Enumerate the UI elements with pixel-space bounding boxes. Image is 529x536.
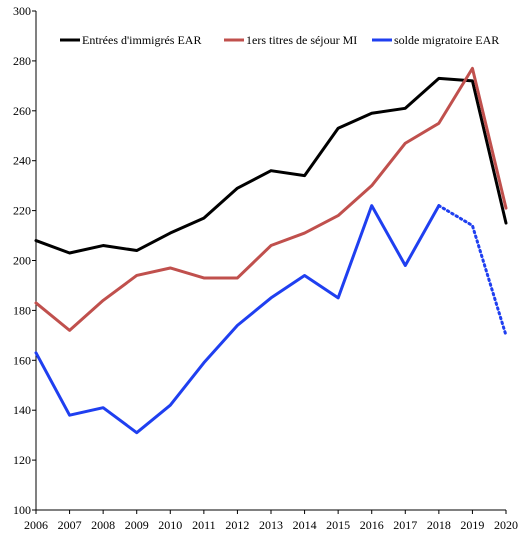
- y-tick-label: 180: [13, 303, 31, 317]
- series-3: [34, 204, 508, 435]
- y-tick-label: 260: [13, 104, 31, 118]
- x-tick-label: 2012: [225, 518, 249, 532]
- x-tick-label: 2008: [91, 518, 115, 532]
- series-line: [34, 76, 508, 255]
- x-tick-label: 2009: [125, 518, 149, 532]
- y-tick-label: 280: [13, 54, 31, 68]
- series-lines: [34, 66, 508, 435]
- axes: [32, 10, 507, 514]
- y-tick-label: 140: [13, 403, 31, 417]
- series-1: [34, 76, 508, 255]
- legend-item: Entrées d'immigrés EAR: [60, 33, 201, 47]
- y-tick-label: 200: [13, 254, 31, 268]
- y-tick-label: 220: [13, 204, 31, 218]
- x-tick-labels: 2006 2007 2008 2009 2010 2011 2012 2013 2014 2015…: [24, 518, 518, 532]
- legend-label: 1ers titres de séjour MI: [246, 33, 357, 47]
- x-tick-label: 2018: [427, 518, 451, 532]
- series-2: [34, 66, 508, 332]
- y-tick-label: 240: [13, 154, 31, 168]
- y-tick-label: 300: [13, 4, 31, 18]
- x-tick-label: 2006: [24, 518, 48, 532]
- y-tick-labels: 100 120 140 160 180 200 220 240 260 280 300: [13, 4, 31, 517]
- legend-item: solde migratoire EAR: [372, 33, 499, 47]
- x-tick-label: 2020: [494, 518, 518, 532]
- y-tick-label: 100: [13, 503, 31, 517]
- x-tick-label: 2013: [259, 518, 283, 532]
- legend-label: solde migratoire EAR: [394, 33, 499, 47]
- series-line: [34, 66, 508, 332]
- x-tick-label: 2011: [192, 518, 216, 532]
- x-tick-label: 2015: [326, 518, 350, 532]
- series-line: [34, 204, 441, 435]
- x-tick-label: 2019: [460, 518, 484, 532]
- y-tick-label: 120: [13, 453, 31, 467]
- series-line-dotted: [437, 204, 508, 337]
- legend-item: 1ers titres de séjour MI: [224, 33, 357, 47]
- x-tick-label: 2014: [293, 518, 317, 532]
- legend: Entrées d'immigrés EAR 1ers titres de séj…: [60, 33, 499, 47]
- x-tick-label: 2016: [360, 518, 384, 532]
- x-tick-label: 2007: [58, 518, 82, 532]
- x-tick-label: 2010: [158, 518, 182, 532]
- legend-label: Entrées d'immigrés EAR: [82, 33, 201, 47]
- y-tick-label: 160: [13, 353, 31, 367]
- x-tick-label: 2017: [393, 518, 417, 532]
